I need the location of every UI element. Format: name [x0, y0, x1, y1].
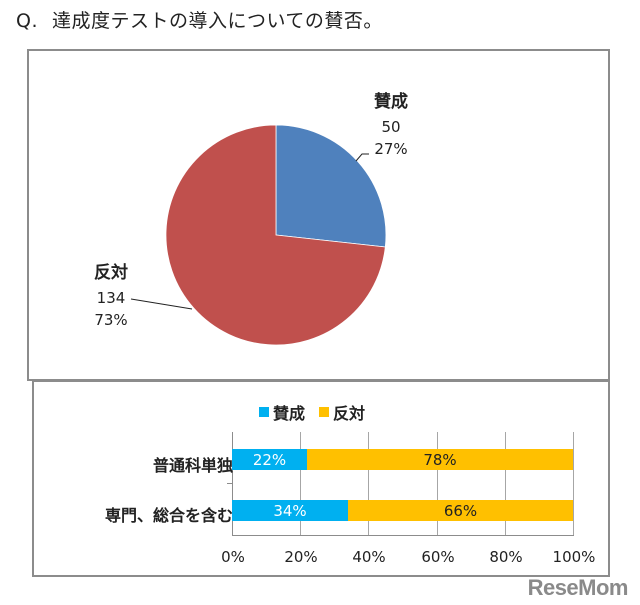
category-label-specialized: 専門、総合を含む	[104, 506, 233, 525]
gridline-100	[573, 432, 574, 536]
pie-label-agree: 賛成 50 27%	[361, 87, 421, 160]
category-label-general: 普通科単独	[152, 456, 233, 475]
resemom-watermark-logo: ReseMom	[527, 575, 629, 600]
bar-general-disagree: 78%	[307, 449, 573, 470]
pie-label-disagree-percent: 73%	[94, 311, 128, 329]
bar-chart-panel: 賛成 反対 普通科単独 専門、総合を含む 22% 78% 34% 66% 0% …	[32, 380, 610, 577]
legend-label-disagree: 反対	[333, 404, 366, 423]
x-tick-40: 40%	[352, 548, 386, 566]
pie-label-agree-name: 賛成	[374, 92, 408, 112]
pie-label-disagree-name: 反対	[94, 263, 128, 283]
pie-label-agree-percent: 27%	[374, 140, 408, 158]
legend-swatch-agree	[259, 407, 269, 417]
pie-label-disagree-value: 134	[96, 289, 126, 307]
pie-label-disagree: 反対 134 73%	[81, 258, 141, 331]
x-tick-80: 80%	[489, 548, 523, 566]
y-axis-tick	[227, 483, 232, 484]
x-tick-60: 60%	[421, 548, 455, 566]
bar-general-agree: 22%	[232, 449, 307, 470]
pie-slice-disagree	[165, 124, 386, 346]
x-tick-100: 100%	[552, 548, 596, 566]
legend-swatch-disagree	[319, 407, 330, 417]
pie-chart	[130, 124, 387, 346]
gridline-80	[505, 432, 506, 536]
x-tick-20: 20%	[284, 548, 318, 566]
question-title: Q. 達成度テストの導入についての賛否。	[16, 6, 383, 33]
legend-item-disagree: 反対	[319, 400, 365, 424]
bar-specialized-disagree: 66%	[348, 500, 573, 521]
pie-label-agree-value: 50	[381, 118, 401, 136]
question-text: 達成度テストの導入についての賛否。	[52, 10, 383, 32]
leader-line-disagree	[130, 298, 193, 310]
question-prefix: Q.	[16, 10, 38, 32]
y-axis-line	[232, 432, 233, 536]
gridline-60	[437, 432, 438, 536]
x-tick-0: 0%	[221, 548, 245, 566]
x-axis-line	[232, 535, 574, 536]
legend-item-agree: 賛成	[259, 400, 305, 424]
gridline-40	[368, 432, 369, 536]
pie-chart-panel: 賛成 50 27% 反対 134 73%	[27, 49, 610, 381]
pie-slice-agree	[275, 124, 387, 248]
legend-label-agree: 賛成	[273, 404, 306, 423]
gridline-20	[300, 432, 301, 536]
bar-specialized-agree: 34%	[232, 500, 348, 521]
bar-legend: 賛成 反対	[259, 400, 365, 424]
leader-line-agree	[355, 153, 369, 162]
